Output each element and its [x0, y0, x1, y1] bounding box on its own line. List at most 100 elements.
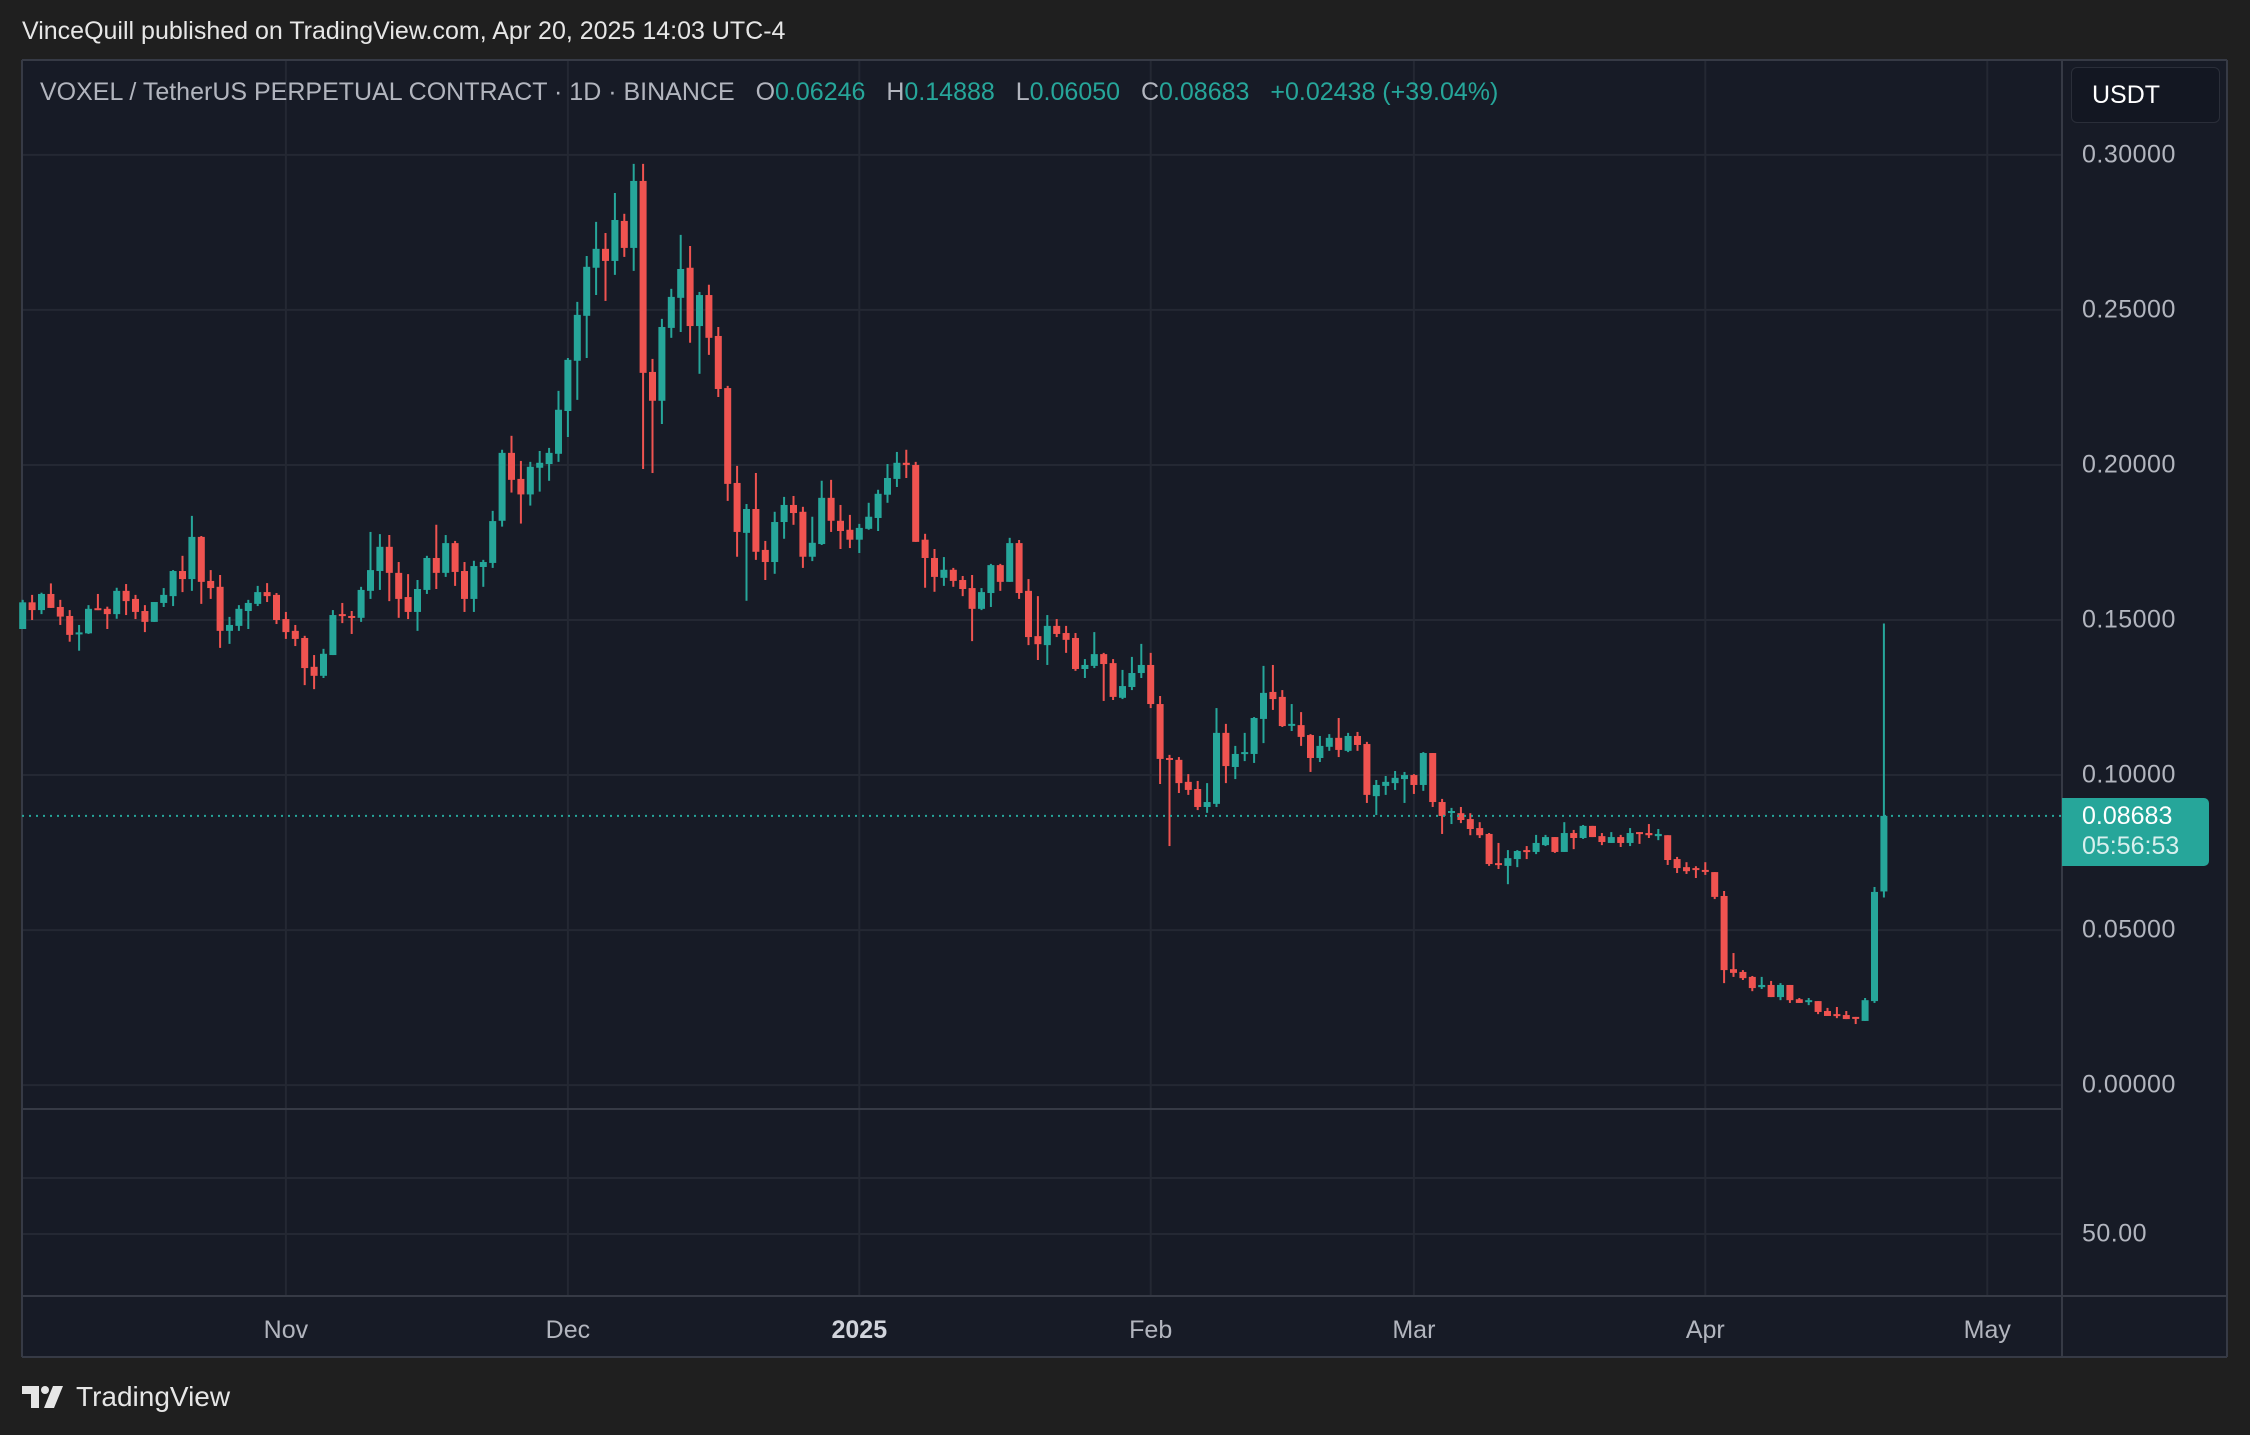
candle[interactable]	[743, 504, 750, 601]
candle[interactable]	[1184, 774, 1192, 795]
candle[interactable]	[1551, 837, 1559, 853]
candle[interactable]	[244, 599, 252, 629]
candle[interactable]	[479, 559, 487, 587]
candle[interactable]	[1626, 828, 1634, 847]
candle[interactable]	[1654, 828, 1662, 841]
candle[interactable]	[752, 473, 760, 560]
candle[interactable]	[263, 583, 271, 603]
candle[interactable]	[1607, 832, 1615, 843]
candle[interactable]	[978, 588, 985, 611]
candle[interactable]	[367, 531, 374, 599]
candle[interactable]	[1739, 970, 1747, 981]
candle[interactable]	[47, 583, 55, 608]
candle[interactable]	[949, 567, 957, 587]
candle[interactable]	[235, 605, 243, 631]
candle[interactable]	[1542, 834, 1549, 847]
candle[interactable]	[141, 605, 149, 633]
candle[interactable]	[1072, 633, 1079, 671]
candle[interactable]	[348, 611, 356, 634]
footer-brand[interactable]: TradingView	[22, 1381, 230, 1413]
candle[interactable]	[1410, 774, 1418, 794]
candle[interactable]	[216, 575, 224, 648]
candle[interactable]	[1203, 783, 1211, 813]
candle[interactable]	[818, 480, 826, 545]
candle[interactable]	[987, 563, 995, 607]
candle[interactable]	[564, 357, 572, 438]
candle[interactable]	[1401, 771, 1408, 803]
candle[interactable]	[724, 385, 732, 501]
candle[interactable]	[620, 213, 628, 257]
candle[interactable]	[1767, 980, 1775, 998]
candle[interactable]	[19, 599, 27, 629]
candle[interactable]	[1457, 806, 1465, 824]
candle[interactable]	[1307, 734, 1314, 772]
candle[interactable]	[573, 301, 581, 400]
candle[interactable]	[1081, 659, 1089, 678]
candle[interactable]	[1147, 652, 1155, 709]
candle[interactable]	[1579, 824, 1587, 839]
candle[interactable]	[1589, 825, 1596, 838]
candle[interactable]	[1288, 704, 1296, 732]
candle[interactable]	[846, 514, 854, 549]
chart-panel[interactable]	[22, 60, 2227, 1357]
candle[interactable]	[498, 449, 506, 527]
candle[interactable]	[1109, 659, 1117, 701]
candle[interactable]	[902, 449, 910, 478]
candle[interactable]	[1560, 822, 1568, 852]
candle[interactable]	[1645, 824, 1653, 838]
candle[interactable]	[1786, 984, 1794, 1003]
candle[interactable]	[837, 504, 844, 549]
candle[interactable]	[968, 575, 976, 642]
candle[interactable]	[1372, 780, 1380, 816]
candle[interactable]	[132, 594, 139, 620]
candle[interactable]	[188, 515, 196, 591]
candle[interactable]	[291, 624, 299, 647]
candle[interactable]	[1852, 1016, 1860, 1025]
candle[interactable]	[38, 592, 45, 615]
candle[interactable]	[94, 593, 102, 611]
candle[interactable]	[1053, 619, 1061, 638]
candle[interactable]	[1344, 732, 1352, 753]
candle[interactable]	[1175, 757, 1183, 794]
candle[interactable]	[1495, 842, 1502, 869]
candle[interactable]	[1814, 1001, 1822, 1015]
candle[interactable]	[1316, 735, 1324, 763]
candle[interactable]	[1570, 829, 1578, 850]
candle[interactable]	[1871, 886, 1878, 1003]
candle[interactable]	[940, 557, 948, 586]
candle[interactable]	[611, 193, 619, 275]
candle[interactable]	[1692, 866, 1700, 878]
candle[interactable]	[1805, 997, 1813, 1006]
candle[interactable]	[254, 585, 262, 607]
candle[interactable]	[329, 610, 337, 656]
candle[interactable]	[1711, 872, 1719, 900]
candle[interactable]	[310, 655, 318, 690]
candle[interactable]	[931, 548, 938, 592]
candle[interactable]	[658, 318, 666, 425]
candle[interactable]	[1100, 652, 1108, 701]
candle[interactable]	[376, 534, 384, 590]
candle[interactable]	[1636, 832, 1643, 844]
candle[interactable]	[1720, 891, 1728, 984]
candle[interactable]	[85, 605, 92, 634]
candle[interactable]	[545, 447, 553, 481]
candle[interactable]	[677, 234, 685, 332]
candle[interactable]	[1025, 579, 1032, 646]
candle[interactable]	[1363, 741, 1371, 803]
candle[interactable]	[1015, 540, 1023, 599]
candle[interactable]	[1880, 623, 1888, 898]
candle[interactable]	[122, 584, 130, 616]
candle[interactable]	[1325, 734, 1333, 751]
candle[interactable]	[1231, 745, 1239, 780]
candle[interactable]	[865, 502, 873, 530]
candle[interactable]	[780, 496, 788, 539]
candle[interactable]	[320, 648, 327, 678]
candle[interactable]	[630, 163, 638, 271]
candle[interactable]	[1523, 846, 1531, 860]
candle[interactable]	[56, 599, 64, 625]
candle[interactable]	[395, 562, 403, 618]
candle[interactable]	[451, 540, 459, 586]
candle[interactable]	[1466, 813, 1474, 836]
candle[interactable]	[207, 570, 215, 599]
candle[interactable]	[1391, 771, 1399, 790]
